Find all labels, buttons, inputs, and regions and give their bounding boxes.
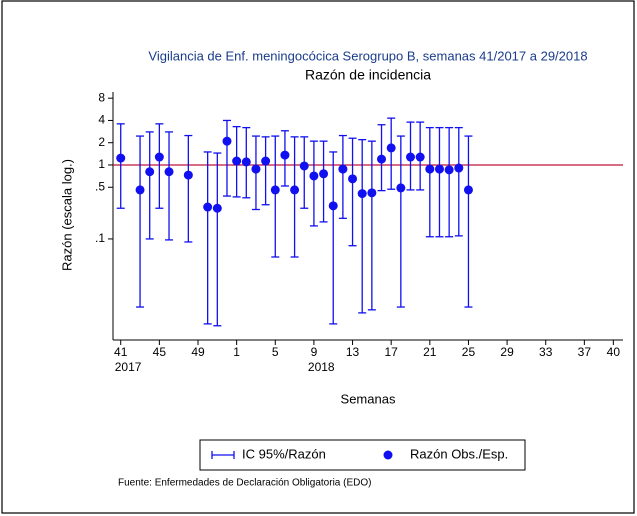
point	[116, 153, 126, 163]
point	[425, 164, 435, 174]
point	[251, 164, 261, 174]
point	[386, 143, 396, 153]
source-note: Fuente: Enfermedades de Declaración Obli…	[118, 478, 371, 489]
point	[299, 161, 309, 171]
x-tick-label: 41	[114, 345, 128, 359]
x-tick-label: 49	[191, 345, 205, 359]
legend-label: Razón Obs./Esp.	[410, 446, 508, 461]
x-tick-label: 40	[607, 345, 621, 359]
point	[309, 171, 319, 181]
x-tick-label: 33	[539, 345, 553, 359]
x-tick-label: 45	[153, 345, 167, 359]
point	[348, 174, 358, 184]
point	[212, 203, 222, 213]
point	[367, 188, 377, 198]
chart-title: Vigilancia de Enf. meningocócica Serogru…	[148, 48, 587, 63]
point	[270, 185, 280, 195]
x-axis-title: Semanas	[341, 391, 396, 406]
point	[444, 165, 454, 175]
point	[164, 167, 174, 177]
point	[290, 185, 300, 195]
point	[377, 154, 387, 164]
point	[415, 152, 425, 162]
legend-box	[199, 439, 526, 471]
y-tick-label: 2	[98, 135, 105, 149]
y-tick-label: .5	[95, 179, 105, 193]
point	[222, 136, 232, 146]
x-tick-sublabel: 2017	[115, 360, 142, 374]
y-tick-label: 8	[98, 90, 105, 104]
chart-subtitle: Razón de incidencia	[305, 67, 431, 83]
point	[280, 150, 290, 160]
point	[183, 170, 193, 180]
point	[338, 164, 348, 174]
point	[357, 189, 367, 199]
x-tick-label: 9	[311, 345, 318, 359]
point	[319, 169, 329, 179]
point	[261, 156, 271, 166]
point	[434, 164, 444, 174]
point	[396, 183, 406, 193]
point	[328, 201, 338, 211]
x-tick-label: 37	[578, 345, 592, 359]
point	[454, 163, 464, 173]
point	[154, 152, 164, 162]
point	[463, 185, 473, 195]
x-tick-label: 5	[272, 345, 279, 359]
point	[406, 152, 415, 162]
y-tick-label: 1	[98, 157, 105, 171]
legend-marker	[383, 450, 393, 460]
x-tick-sublabel: 2018	[308, 360, 335, 374]
x-tick-label: 21	[423, 345, 437, 359]
point	[232, 156, 242, 166]
y-axis-title: Razón (escala log.)	[59, 159, 74, 271]
x-tick-label: 29	[500, 345, 514, 359]
x-tick-label: 17	[385, 345, 399, 359]
y-tick-label: 4	[98, 113, 105, 127]
point	[203, 202, 213, 212]
point	[135, 185, 145, 195]
point	[145, 167, 155, 177]
x-tick-label: 1	[233, 345, 240, 359]
x-tick-label: 25	[462, 345, 476, 359]
x-tick-label: 13	[346, 345, 360, 359]
legend-label: IC 95%/Razón	[242, 446, 326, 461]
point	[241, 157, 251, 167]
y-tick-label: .1	[95, 231, 105, 245]
